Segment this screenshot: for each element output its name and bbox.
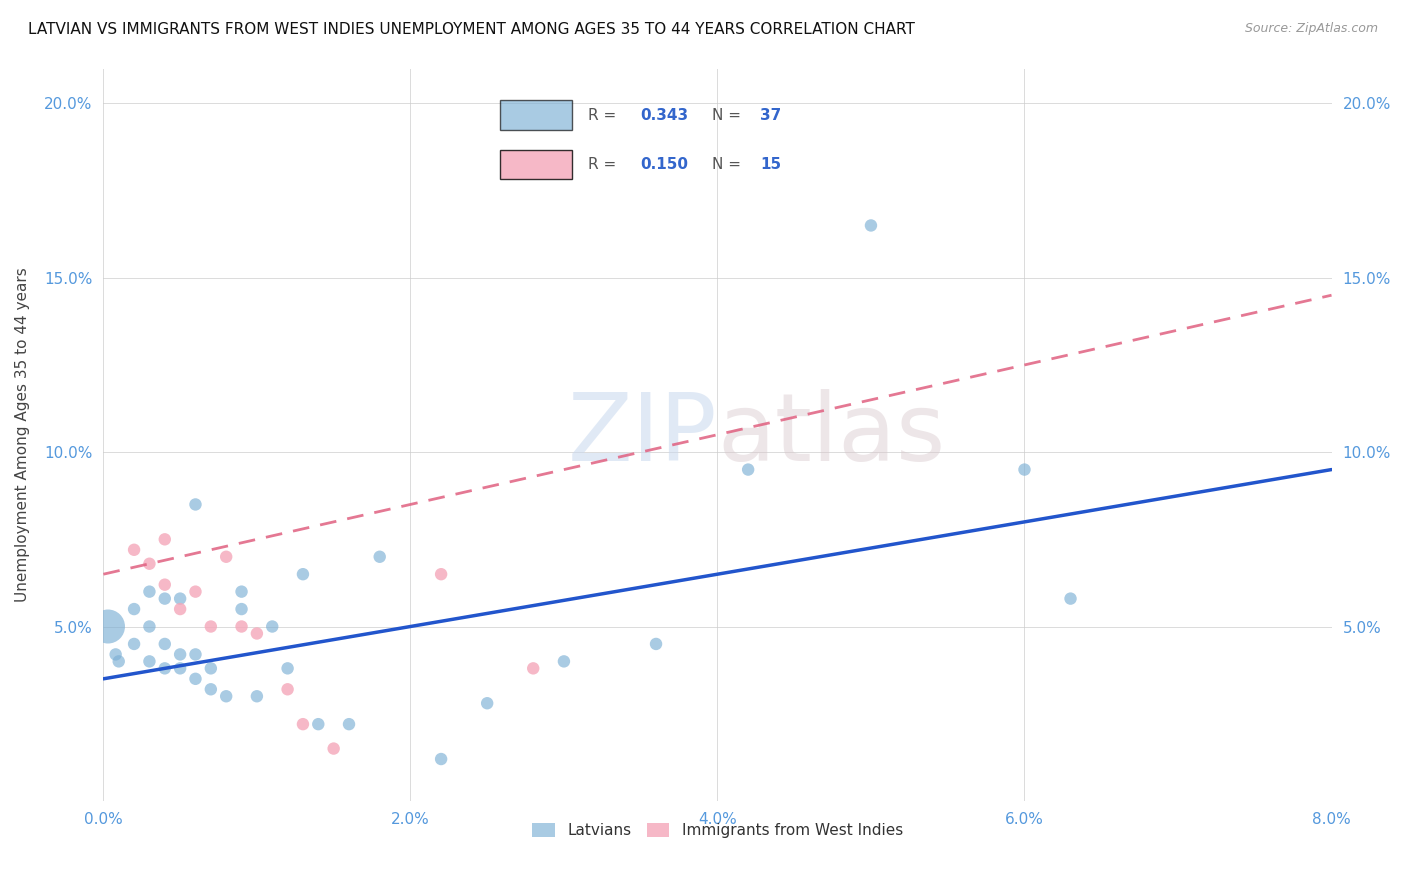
Point <box>430 752 453 766</box>
Point <box>184 672 207 686</box>
Point <box>522 661 544 675</box>
Point <box>215 549 238 564</box>
Point <box>122 602 145 616</box>
Point <box>337 717 360 731</box>
Legend: Latvians, Immigrants from West Indies: Latvians, Immigrants from West Indies <box>526 817 910 845</box>
Text: ZIP: ZIP <box>568 389 717 481</box>
Point <box>307 717 329 731</box>
Point <box>153 591 176 606</box>
Text: atlas: atlas <box>717 389 946 481</box>
Point <box>184 648 207 662</box>
Point <box>231 584 253 599</box>
Point <box>645 637 668 651</box>
Point <box>291 717 314 731</box>
Point <box>1014 462 1036 476</box>
Point <box>138 557 160 571</box>
Point <box>169 661 191 675</box>
Point <box>368 549 391 564</box>
Text: Source: ZipAtlas.com: Source: ZipAtlas.com <box>1244 22 1378 36</box>
Point <box>430 567 453 582</box>
Point <box>1059 591 1081 606</box>
Point <box>104 648 127 662</box>
Point <box>475 696 498 710</box>
Point <box>277 661 299 675</box>
Point <box>246 690 269 704</box>
Text: LATVIAN VS IMMIGRANTS FROM WEST INDIES UNEMPLOYMENT AMONG AGES 35 TO 44 YEARS CO: LATVIAN VS IMMIGRANTS FROM WEST INDIES U… <box>28 22 915 37</box>
Point <box>138 584 160 599</box>
Point <box>246 626 269 640</box>
Point <box>153 661 176 675</box>
Point <box>169 602 191 616</box>
Point <box>200 661 222 675</box>
Point <box>153 637 176 651</box>
Point <box>138 619 160 633</box>
Point <box>200 682 222 697</box>
Point <box>200 619 222 633</box>
Point <box>184 498 207 512</box>
Point <box>322 741 344 756</box>
Point <box>737 462 759 476</box>
Point <box>215 690 238 704</box>
Point <box>138 654 160 668</box>
Point <box>122 542 145 557</box>
Point <box>262 619 284 633</box>
Y-axis label: Unemployment Among Ages 35 to 44 years: Unemployment Among Ages 35 to 44 years <box>15 268 30 602</box>
Point <box>97 619 120 633</box>
Point <box>291 567 314 582</box>
Point <box>553 654 575 668</box>
Point <box>231 602 253 616</box>
Point <box>231 619 253 633</box>
Point <box>153 533 176 547</box>
Point <box>277 682 299 697</box>
Point <box>122 637 145 651</box>
Point <box>107 654 129 668</box>
Point <box>169 648 191 662</box>
Point <box>859 219 882 233</box>
Point <box>169 591 191 606</box>
Point <box>184 584 207 599</box>
Point <box>153 577 176 591</box>
